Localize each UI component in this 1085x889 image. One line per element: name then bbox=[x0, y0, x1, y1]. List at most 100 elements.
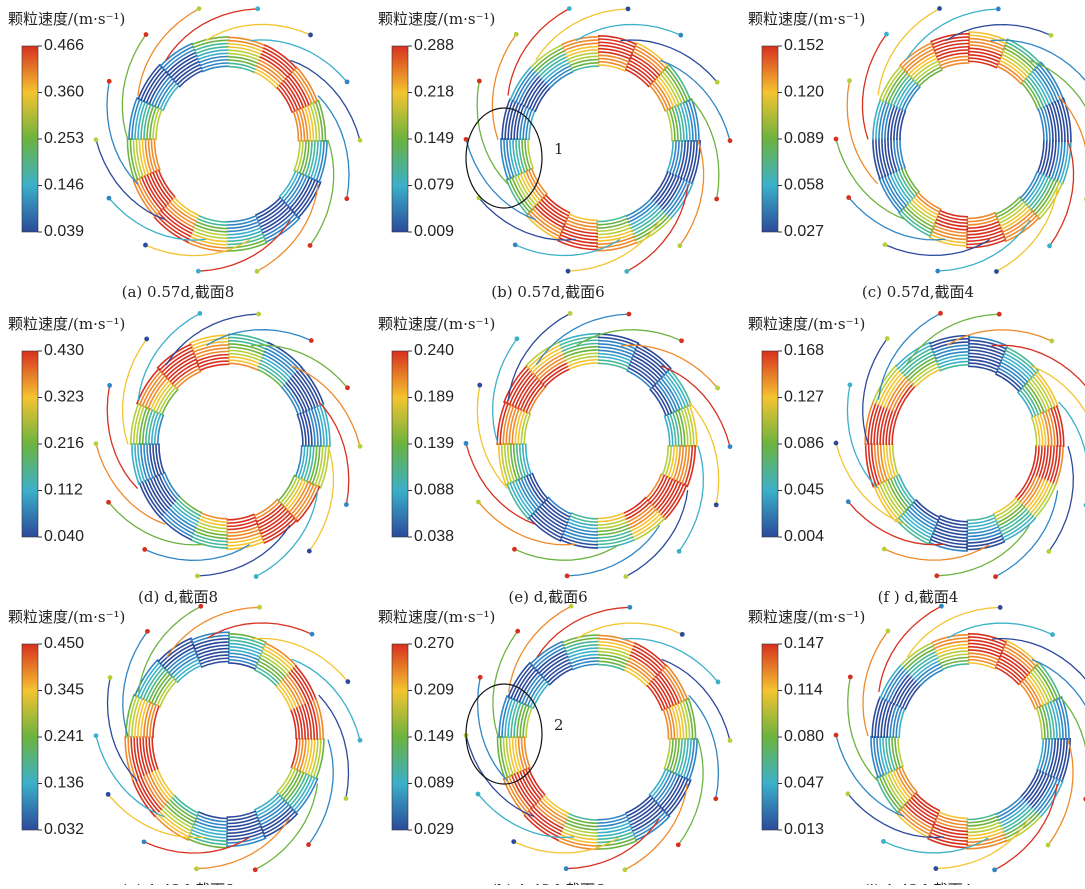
colorbar-title: 颗粒速度/(m·s⁻¹) bbox=[8, 315, 125, 333]
particle bbox=[834, 733, 839, 738]
colorbar-title: 颗粒速度/(m·s⁻¹) bbox=[378, 10, 495, 28]
particle bbox=[513, 242, 518, 247]
colorbar bbox=[762, 351, 778, 537]
streamline bbox=[661, 178, 682, 211]
streamline bbox=[1003, 48, 1034, 71]
particle bbox=[107, 196, 112, 201]
colorbar-tick-label: 0.039 bbox=[44, 223, 84, 240]
streamline bbox=[1000, 208, 1031, 230]
particle bbox=[623, 574, 628, 579]
streamline bbox=[516, 71, 537, 104]
particle bbox=[344, 796, 349, 801]
streamline bbox=[906, 52, 936, 73]
streamline bbox=[533, 47, 565, 69]
panel: 颗粒速度/(m·s⁻¹)0.1470.1140.0800.0470.013(i)… bbox=[748, 604, 1085, 885]
streamline bbox=[532, 351, 564, 374]
colorbar bbox=[392, 644, 408, 830]
streamline bbox=[1032, 483, 1053, 517]
streamline bbox=[261, 515, 292, 537]
streamline bbox=[293, 668, 314, 702]
particle bbox=[142, 839, 147, 844]
particle bbox=[714, 197, 719, 202]
streamline bbox=[659, 775, 679, 807]
streamline bbox=[320, 445, 328, 489]
streamline bbox=[1001, 513, 1032, 535]
colorbar-tick-label: 0.466 bbox=[44, 37, 84, 54]
streamline bbox=[658, 481, 678, 513]
colorbar-tick-label: 0.139 bbox=[414, 435, 454, 452]
streamline bbox=[598, 334, 639, 343]
colorbar bbox=[22, 644, 38, 830]
streamline-tail bbox=[885, 240, 990, 256]
colorbar-tick-label: 0.149 bbox=[414, 728, 454, 745]
colorbar-tick-label: 0.045 bbox=[784, 482, 824, 499]
particle bbox=[256, 312, 261, 317]
streamline bbox=[1030, 482, 1051, 515]
particle bbox=[848, 675, 853, 680]
colorbar-tick-label: 0.240 bbox=[414, 342, 454, 359]
colorbar-tick-label: 0.089 bbox=[784, 130, 824, 147]
caption: (b) 0.57d,截面6 bbox=[491, 283, 604, 301]
particle bbox=[847, 78, 852, 83]
streamline bbox=[868, 402, 876, 445]
colorbar-tick-label: 0.040 bbox=[44, 528, 84, 545]
colorbar-tick-label: 0.149 bbox=[414, 130, 454, 147]
streamline bbox=[662, 669, 682, 702]
particle bbox=[622, 867, 627, 872]
streamline bbox=[904, 354, 935, 376]
streamline bbox=[632, 212, 664, 235]
figure: 颗粒速度/(m·s⁻¹)0.4660.3600.2530.1460.039(a)… bbox=[0, 0, 1085, 885]
streamline bbox=[885, 480, 905, 513]
particle bbox=[345, 679, 350, 684]
streamline bbox=[887, 377, 907, 409]
caption: (a) 0.57d,截面8 bbox=[122, 283, 235, 301]
colorbar-tick-label: 0.218 bbox=[414, 84, 454, 101]
particle bbox=[511, 839, 516, 844]
streamline bbox=[146, 773, 166, 806]
particle bbox=[345, 79, 350, 84]
streamline bbox=[633, 646, 664, 669]
colorbar-tick-label: 0.168 bbox=[784, 342, 824, 359]
colorbar-tick-label: 0.080 bbox=[784, 728, 824, 745]
streamline-tail bbox=[309, 740, 334, 845]
streamline bbox=[164, 512, 194, 534]
streamline bbox=[189, 836, 228, 845]
particle bbox=[993, 574, 998, 579]
streamline bbox=[659, 176, 679, 208]
particle bbox=[992, 867, 997, 872]
streamline bbox=[142, 177, 163, 211]
streamline bbox=[557, 240, 598, 249]
colorbar bbox=[22, 46, 38, 232]
particle bbox=[886, 629, 891, 634]
streamline bbox=[662, 71, 682, 104]
particle bbox=[309, 338, 314, 343]
particle bbox=[938, 311, 943, 316]
streamline bbox=[129, 695, 137, 738]
colorbar-tick-label: 0.086 bbox=[784, 435, 824, 452]
streamline bbox=[927, 838, 968, 847]
colorbar-tick-label: 0.189 bbox=[414, 389, 454, 406]
particle bbox=[257, 605, 262, 610]
particle bbox=[1049, 33, 1054, 38]
particle bbox=[834, 441, 839, 446]
streamline bbox=[1032, 376, 1052, 410]
streamline bbox=[1060, 140, 1068, 183]
colorbar bbox=[22, 351, 38, 537]
streamline bbox=[1031, 177, 1052, 210]
particle bbox=[478, 675, 483, 680]
particle bbox=[997, 312, 1002, 317]
colorbar-tick-label: 0.009 bbox=[414, 223, 454, 240]
streamline bbox=[535, 510, 565, 532]
streamline bbox=[515, 375, 536, 408]
streamline bbox=[145, 375, 166, 408]
streamline bbox=[532, 644, 564, 667]
streamline bbox=[929, 835, 968, 844]
colorbar-tick-label: 0.147 bbox=[784, 635, 824, 652]
streamline-tail bbox=[576, 25, 681, 41]
streamline bbox=[632, 51, 662, 73]
streamline bbox=[263, 354, 294, 377]
particle bbox=[143, 243, 148, 248]
streamline bbox=[1002, 51, 1032, 73]
streamline bbox=[882, 774, 903, 808]
streamline bbox=[665, 373, 686, 408]
